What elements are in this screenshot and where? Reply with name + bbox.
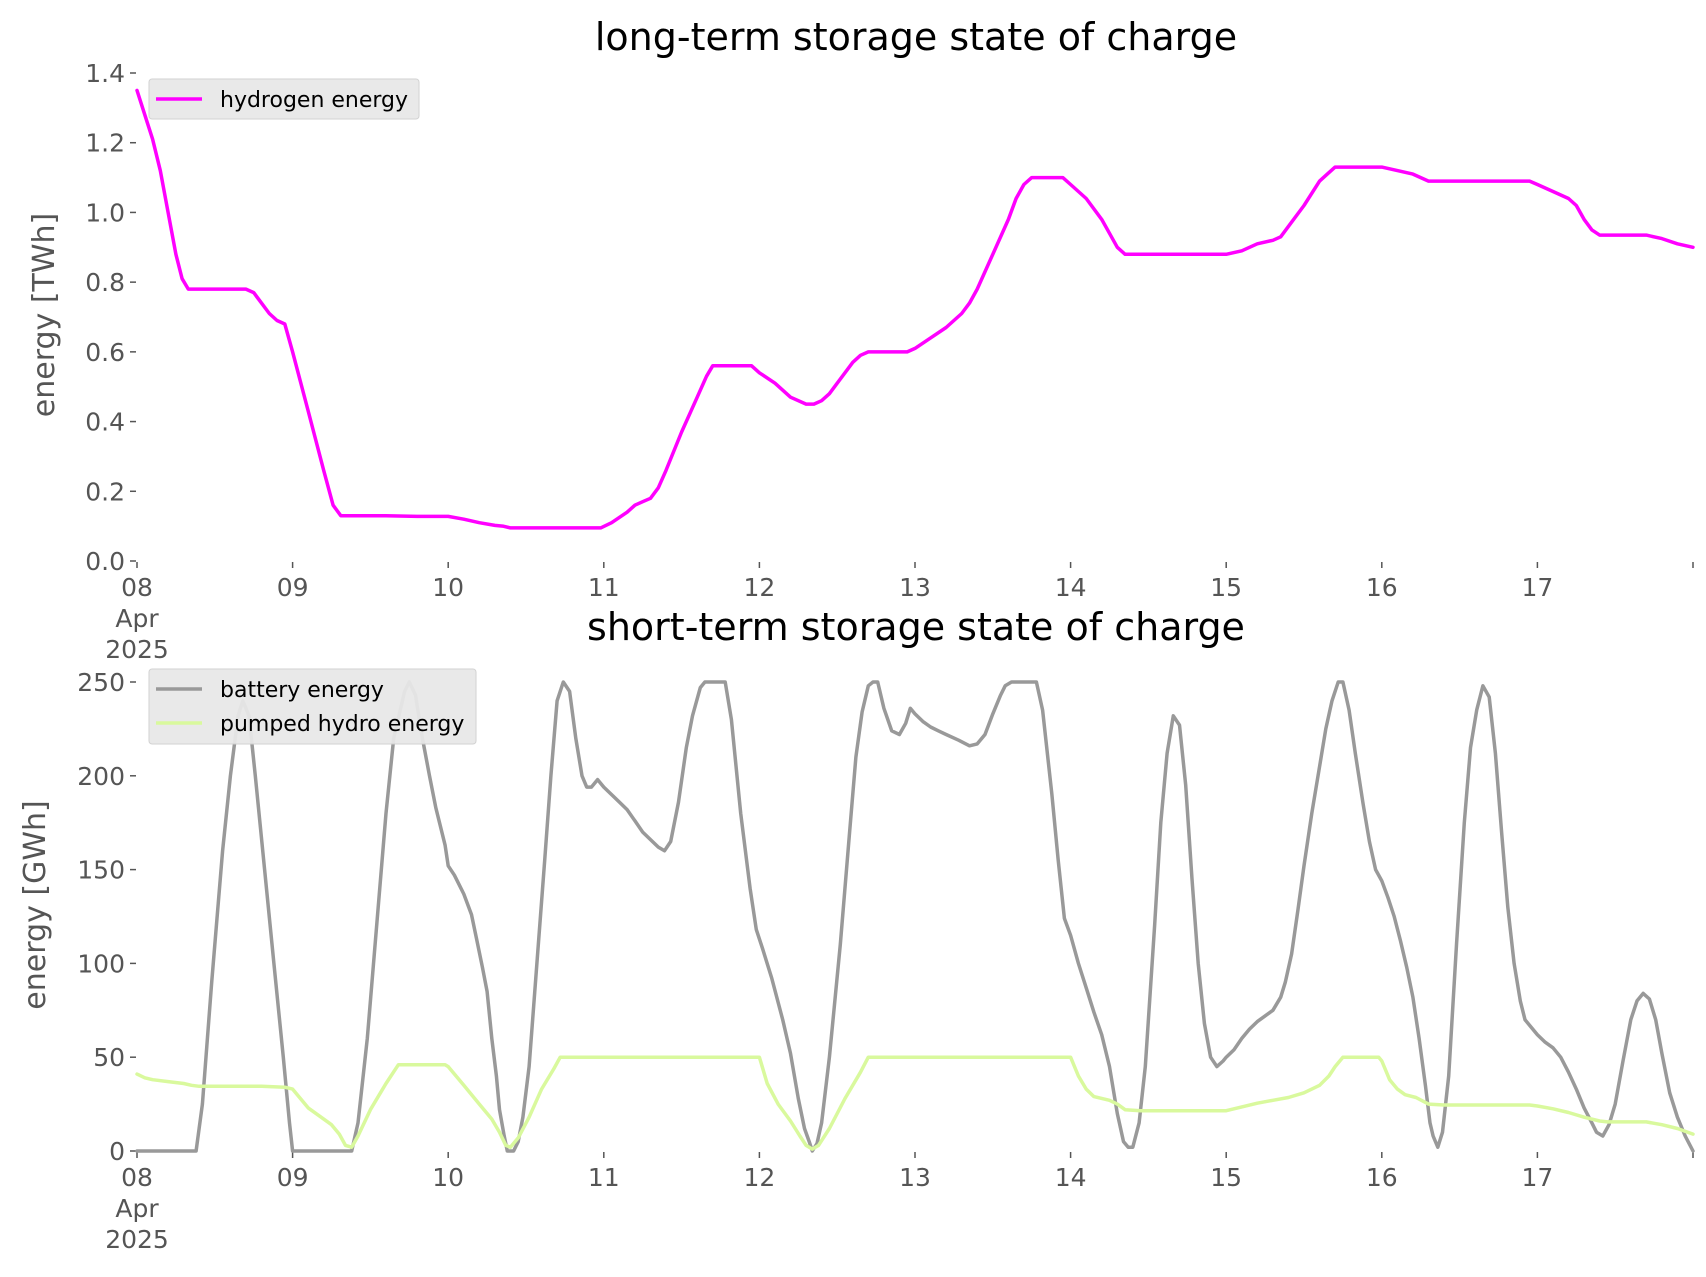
x-tick-label: 12 bbox=[743, 573, 775, 602]
plot-lines bbox=[135, 88, 1695, 530]
x-tick-sublabel: 2025 bbox=[105, 635, 169, 664]
y-axis-label: energy [GWh] bbox=[18, 800, 53, 1009]
x-tick-sublabel: Apr bbox=[115, 1194, 159, 1223]
legend: battery energy pumped hydro energy bbox=[148, 668, 477, 745]
y-tick-label: 1.4 bbox=[85, 59, 125, 88]
plot-lines bbox=[135, 680, 1695, 1153]
short-term-storage-chart: short-term storage state of charge energ… bbox=[18, 605, 1695, 1254]
legend-label: hydrogen energy bbox=[220, 88, 408, 113]
x-tick-label: 11 bbox=[588, 1163, 620, 1192]
x-tick-label: 10 bbox=[432, 1163, 464, 1192]
x-tick-label: 08 bbox=[121, 573, 153, 602]
x-tick-sublabel: 2025 bbox=[105, 1225, 169, 1254]
x-tick-label: 15 bbox=[1210, 1163, 1242, 1192]
series-line bbox=[135, 1055, 1695, 1151]
x-tick-label: 15 bbox=[1210, 573, 1242, 602]
y-tick-label: 0.2 bbox=[85, 477, 125, 506]
y-tick-label: 50 bbox=[93, 1043, 125, 1072]
y-tick-label: 0 bbox=[109, 1137, 125, 1166]
series-line bbox=[135, 680, 1695, 1153]
x-tick-label: 13 bbox=[899, 573, 931, 602]
legend-box bbox=[148, 668, 477, 745]
chart-title: long-term storage state of charge bbox=[595, 15, 1237, 59]
x-tick-label: 17 bbox=[1521, 573, 1553, 602]
y-axis-ticks: 0 50 100 150 200 250 bbox=[77, 668, 136, 1166]
y-tick-label: 150 bbox=[77, 856, 125, 885]
x-tick-label: 12 bbox=[743, 1163, 775, 1192]
chart-title: short-term storage state of charge bbox=[587, 605, 1245, 649]
y-tick-label: 100 bbox=[77, 949, 125, 978]
y-tick-label: 0.8 bbox=[85, 268, 125, 297]
y-tick-label: 1.0 bbox=[85, 198, 125, 227]
y-axis-label: energy [TWh] bbox=[27, 213, 62, 417]
y-axis-ticks: 0.0 0.2 0.4 0.6 0.8 1.0 1.2 1.4 bbox=[85, 59, 136, 576]
x-tick-label: 14 bbox=[1055, 1163, 1087, 1192]
x-tick-sublabel: Apr bbox=[115, 604, 159, 633]
x-tick-label: 16 bbox=[1366, 573, 1398, 602]
legend-label: pumped hydro energy bbox=[220, 712, 464, 737]
x-tick-label: 17 bbox=[1521, 1163, 1553, 1192]
y-tick-label: 0.0 bbox=[85, 547, 125, 576]
x-tick-label: 09 bbox=[277, 573, 309, 602]
x-tick-label: 08 bbox=[121, 1163, 153, 1192]
y-tick-label: 1.2 bbox=[85, 129, 125, 158]
x-tick-label: 11 bbox=[588, 573, 620, 602]
x-tick-label: 14 bbox=[1055, 573, 1087, 602]
y-tick-label: 0.6 bbox=[85, 338, 125, 367]
x-tick-label: 13 bbox=[899, 1163, 931, 1192]
y-tick-label: 200 bbox=[77, 762, 125, 791]
x-tick-label: 16 bbox=[1366, 1163, 1398, 1192]
series-line bbox=[135, 88, 1695, 530]
x-tick-label: 10 bbox=[432, 573, 464, 602]
x-tick-label: 09 bbox=[277, 1163, 309, 1192]
legend: hydrogen energy bbox=[148, 78, 420, 120]
y-tick-label: 0.4 bbox=[85, 408, 125, 437]
y-tick-label: 250 bbox=[77, 668, 125, 697]
legend-label: battery energy bbox=[220, 678, 384, 703]
legend-box bbox=[148, 78, 420, 120]
long-term-storage-chart: long-term storage state of charge energy… bbox=[27, 15, 1695, 664]
